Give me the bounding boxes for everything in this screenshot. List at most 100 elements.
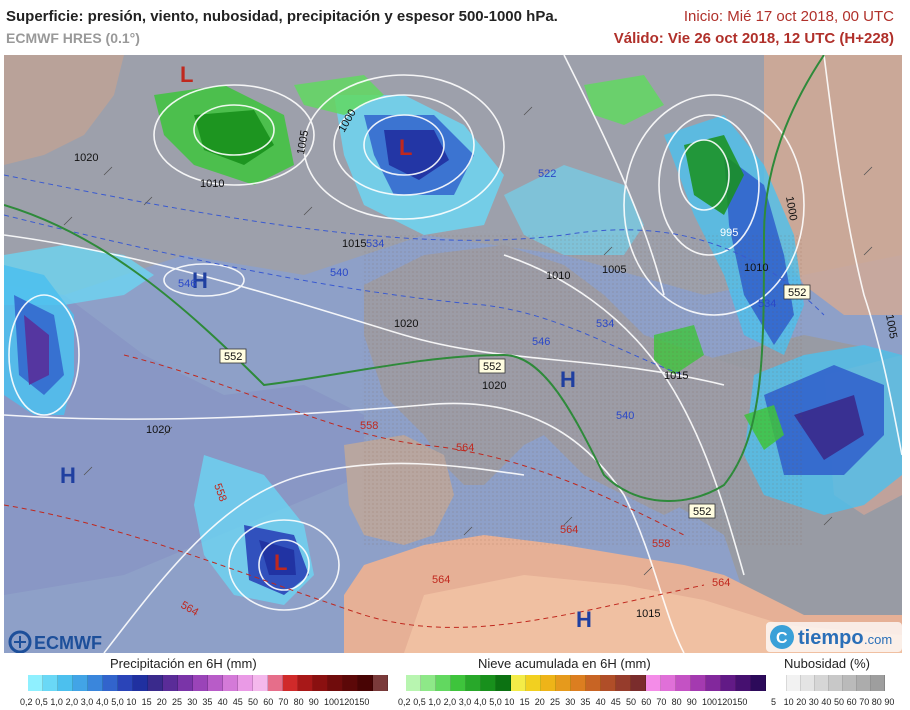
snow-scale-swatch xyxy=(496,675,511,691)
precip-scale-swatch xyxy=(328,675,343,691)
precip-scale-swatch xyxy=(373,675,388,691)
snow-tick-label: 80 xyxy=(671,697,682,707)
isobar-label: 1010 xyxy=(200,178,224,190)
precip-tick-label: 150 xyxy=(354,697,370,707)
precip-tick-label: 70 xyxy=(278,697,289,707)
snow-scale-swatch xyxy=(676,675,691,691)
snow-tick-label: 100 xyxy=(702,697,718,707)
thickness-label: 564 xyxy=(456,442,474,454)
cloud-tick-label: 80 xyxy=(871,697,882,707)
precip-scale-swatch xyxy=(73,675,88,691)
precip-scale-swatch xyxy=(43,675,58,691)
high-center: H xyxy=(560,367,576,392)
precip-scale-swatch xyxy=(358,675,373,691)
snow-tick-label: 15 xyxy=(519,697,530,707)
snow-color-scale xyxy=(406,675,766,691)
precip-scale-swatch xyxy=(193,675,208,691)
precip-scale-swatch xyxy=(118,675,133,691)
thickness-label: 564 xyxy=(432,574,450,586)
cloud-tick-labels: 5 10 20 30 40 50 60 70 80 90 xyxy=(765,697,905,709)
map-title: Superficie: presión, viento, nubosidad, … xyxy=(6,8,558,25)
precip-scale-swatch xyxy=(208,675,223,691)
isobar-label: 1015 xyxy=(664,370,688,382)
thickness-552-label: 552 xyxy=(788,287,806,299)
map-header: Superficie: presión, viento, nubosidad, … xyxy=(0,0,910,55)
precip-scale-swatch xyxy=(253,675,268,691)
snow-scale-swatch xyxy=(466,675,481,691)
snow-scale-swatch xyxy=(541,675,556,691)
model-name: ECMWF HRES (0.1°) xyxy=(6,30,140,46)
snow-tick-label: 25 xyxy=(550,697,561,707)
thickness-label: 522 xyxy=(538,168,556,180)
cloud-scale-swatch xyxy=(773,675,787,691)
precip-tick-label: 50 xyxy=(248,697,259,707)
snow-scale-swatch xyxy=(421,675,436,691)
init-time: Inicio: Mié 17 oct 2018, 00 UTC xyxy=(683,8,894,25)
high-center: H xyxy=(192,268,208,293)
thickness-labels-red: 558 564 558 564 564 558 564 564 xyxy=(179,420,731,619)
precip-scale-swatch xyxy=(103,675,118,691)
precip-tick-label: 1,0 xyxy=(50,697,63,707)
precip-tick-label: 0,2 xyxy=(20,697,33,707)
snow-scale-swatch xyxy=(481,675,496,691)
precip-scale-swatch xyxy=(283,675,298,691)
isobar-label: 1000 xyxy=(783,195,799,221)
snow-scale-swatch xyxy=(556,675,571,691)
snow-tick-label: 50 xyxy=(626,697,637,707)
precip-tick-label: 20 xyxy=(156,697,167,707)
precip-legend-title: Precipitación en 6H (mm) xyxy=(110,656,257,671)
isobar-label: 1020 xyxy=(394,318,418,330)
cloud-tick-label: 90 xyxy=(884,697,895,707)
cloud-scale-swatch xyxy=(815,675,829,691)
isobar-label: 1020 xyxy=(482,380,506,392)
low-center: L xyxy=(274,550,287,575)
snow-scale-swatch xyxy=(571,675,586,691)
thickness-552-boxes: 552 552 552 552 xyxy=(219,284,811,519)
thickness-label: 534 xyxy=(758,298,776,310)
thickness-552-label: 552 xyxy=(483,361,501,373)
snow-scale-swatch xyxy=(736,675,751,691)
precip-tick-label: 100 xyxy=(324,697,340,707)
precip-scale-swatch xyxy=(148,675,163,691)
precip-scale-swatch xyxy=(178,675,193,691)
weather-map: L L L H H H H 1020 1010 1005 1000 1015 1… xyxy=(4,55,902,653)
thickness-label: 534 xyxy=(596,318,614,330)
low-center: L xyxy=(180,62,193,87)
cloud-scale-swatch xyxy=(857,675,871,691)
snow-scale-swatch xyxy=(601,675,616,691)
thickness-label: 540 xyxy=(616,410,634,422)
cloud-tick-label: 5 xyxy=(771,697,777,707)
precip-tick-label: 40 xyxy=(217,697,228,707)
terrain-texture xyxy=(364,235,804,545)
thickness-label: 540 xyxy=(330,267,348,279)
thickness-label: 546 xyxy=(178,278,196,290)
cloud-tick-label: 40 xyxy=(821,697,832,707)
cloud-tick-label: 70 xyxy=(859,697,870,707)
cloud-color-scale xyxy=(773,675,885,691)
thickness-label: 558 xyxy=(211,482,229,503)
snow-tick-label: 60 xyxy=(641,697,652,707)
snow-tick-label: 45 xyxy=(610,697,621,707)
isobars xyxy=(4,55,902,653)
thickness-labels-blue: 534 540 522 534 546 540 546 534 xyxy=(178,168,776,422)
thickness-552-label: 552 xyxy=(693,506,711,518)
precip-scale-swatch xyxy=(343,675,358,691)
cloud-tick-label: 50 xyxy=(834,697,845,707)
precip-tick-label: 25 xyxy=(172,697,183,707)
precip-scale-swatch xyxy=(133,675,148,691)
isobar-label: 1005 xyxy=(602,264,626,276)
snow-scale-swatch xyxy=(691,675,706,691)
isobar-label: 1005 xyxy=(883,313,899,339)
cloud-tick-label: 20 xyxy=(796,697,807,707)
snow-scale-swatch xyxy=(661,675,676,691)
snow-tick-label: 5,0 xyxy=(489,697,502,707)
map-canvas: L L L H H H H 1020 1010 1005 1000 1015 1… xyxy=(4,55,902,653)
thickness-label: 558 xyxy=(652,538,670,550)
cloud-scale-swatch xyxy=(829,675,843,691)
precip-scale-swatch xyxy=(88,675,103,691)
thickness-label: 546 xyxy=(532,336,550,348)
precip-scale-swatch xyxy=(163,675,178,691)
precip-tick-label: 35 xyxy=(202,697,213,707)
snow-tick-label: 0,5 xyxy=(413,697,426,707)
thickness-label: 564 xyxy=(560,524,578,536)
